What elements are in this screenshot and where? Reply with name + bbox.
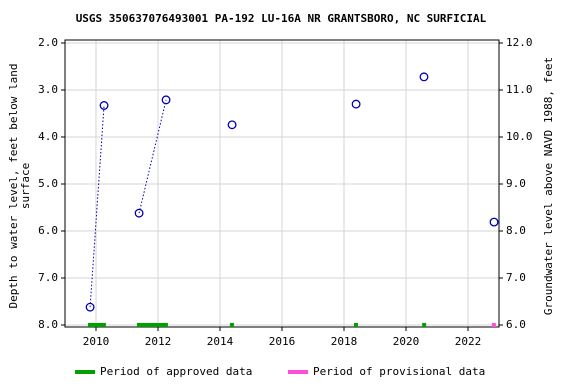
y2-tick-label: 6.0 xyxy=(506,318,526,331)
x-tick-label: 2012 xyxy=(145,335,172,348)
y2-tick-label: 7.0 xyxy=(506,271,526,284)
y-tick-label: 7.0 xyxy=(38,271,58,284)
data-point xyxy=(99,101,109,110)
y-tick-label: 6.0 xyxy=(38,224,58,237)
x-tick-label: 2010 xyxy=(83,335,110,348)
series-line xyxy=(138,99,167,214)
y-tick-label: 2.0 xyxy=(38,36,58,49)
y-tick-label: 3.0 xyxy=(38,83,58,96)
legend-label: Period of provisional data xyxy=(313,365,485,378)
chart-title: USGS 350637076493001 PA-192 LU-16A NR GR… xyxy=(76,12,487,25)
period-bar xyxy=(229,323,234,327)
period-bar xyxy=(422,323,427,327)
legend-label: Period of approved data xyxy=(100,365,252,378)
period-bar xyxy=(87,323,106,327)
data-point xyxy=(85,302,95,312)
data-point xyxy=(161,95,171,105)
y-axis-label: Depth to water level, feet below land xyxy=(7,63,20,308)
data-point xyxy=(419,72,429,82)
data-point xyxy=(227,120,237,130)
y2-tick-label: 8.0 xyxy=(506,224,526,237)
y2-axis-label: Groundwater level above NAVD 1988, feet xyxy=(542,57,555,315)
plot-frame xyxy=(64,39,500,328)
x-tick-label: 2016 xyxy=(269,335,296,348)
data-point xyxy=(489,217,499,227)
y-tick-label: 5.0 xyxy=(38,177,58,190)
y-tick-label: 4.0 xyxy=(38,130,58,143)
data-point xyxy=(134,208,144,218)
series-line xyxy=(89,105,105,308)
y2-tick-label: 11.0 xyxy=(506,83,533,96)
y2-tick-label: 10.0 xyxy=(506,130,533,143)
period-bar xyxy=(353,323,358,327)
x-tick-label: 2018 xyxy=(331,335,358,348)
y2-tick-label: 9.0 xyxy=(506,177,526,190)
x-tick-label: 2022 xyxy=(455,335,482,348)
y-axis-label: surface xyxy=(19,163,32,209)
x-tick-label: 2014 xyxy=(207,335,234,348)
period-bar xyxy=(136,323,168,327)
y-tick-label: 8.0 xyxy=(38,318,58,331)
data-point xyxy=(351,99,361,109)
period-bar xyxy=(491,323,496,327)
y2-tick-label: 12.0 xyxy=(506,36,533,49)
x-tick-label: 2020 xyxy=(393,335,420,348)
